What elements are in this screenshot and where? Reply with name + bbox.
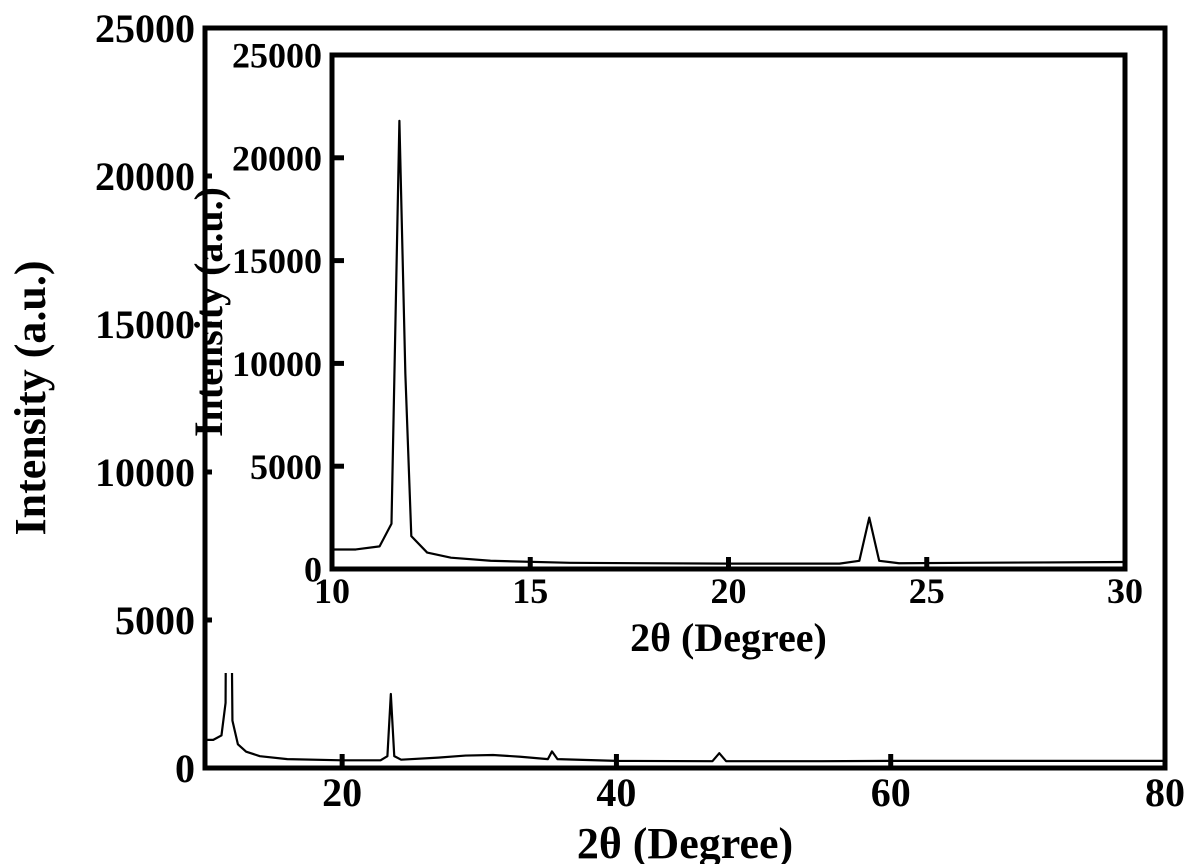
y-axis-label: Intensity (a.u.) (6, 260, 55, 535)
y-tick-label: 10000 (95, 450, 195, 495)
y-tick-label: 10000 (232, 344, 322, 384)
y-tick-label: 25000 (95, 6, 195, 51)
xrd-figure: 20 40 60 80 0 5000 10000 15000 20000 25000 2θ (Deg… (0, 0, 1197, 864)
y-tick-label: 20000 (95, 154, 195, 199)
y-tick-label: 5000 (250, 447, 322, 487)
y-tick-label: 15000 (95, 302, 195, 347)
x-tick-label: 40 (596, 770, 636, 815)
inset-chart: 101520253005000100001500020000250002θ (D… (186, 36, 1143, 673)
x-tick-label: 20 (322, 770, 362, 815)
y-tick-label: 20000 (232, 138, 322, 178)
x-tick-label: 15 (512, 571, 548, 611)
x-tick-label: 80 (1145, 770, 1185, 815)
y-tick-label: 15000 (232, 241, 322, 281)
y-tick-label: 25000 (232, 36, 322, 76)
x-tick-label: 25 (909, 571, 945, 611)
y-axis-label: Intensity (a.u.) (186, 187, 231, 437)
figure-svg: 20 40 60 80 0 5000 10000 15000 20000 25000 2θ (Deg… (0, 0, 1197, 864)
y-tick-label: 0 (175, 746, 195, 791)
x-axis-label: 2θ (Degree) (630, 615, 827, 660)
y-tick-label: 5000 (115, 598, 195, 643)
x-axis-label: 2θ (Degree) (577, 819, 793, 864)
y-tick-label: 0 (304, 550, 322, 590)
x-tick-label: 20 (711, 571, 747, 611)
x-tick-label: 60 (871, 770, 911, 815)
inset-bg (212, 49, 1135, 673)
x-tick-label: 30 (1107, 571, 1143, 611)
